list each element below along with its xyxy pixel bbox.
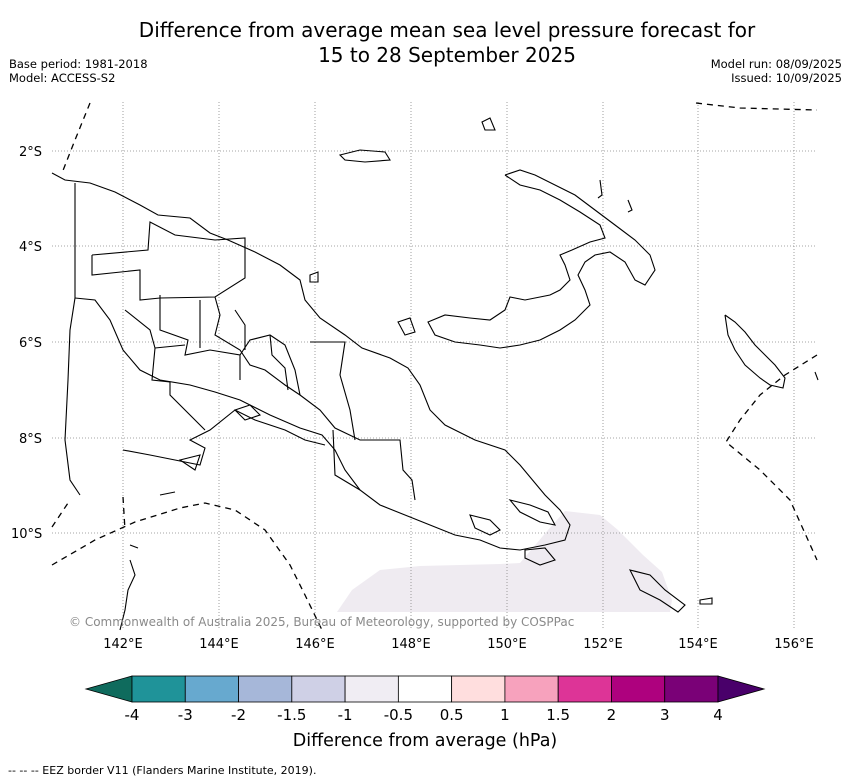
colorbar-segment: [344, 675, 399, 703]
lat-labels: 2°S 4°S 6°S 8°S 10°S: [11, 145, 42, 542]
lon-label-144e: 144°E: [199, 637, 239, 652]
anomaly-region-shading: [337, 511, 672, 612]
colorbar-tick-label: -3: [177, 706, 193, 724]
lon-label-154e: 154°E: [678, 637, 718, 652]
issued-date: Issued: 10/09/2025: [731, 71, 842, 85]
lon-labels: 142°E 144°E 146°E 148°E 150°E 152°E 154°…: [103, 637, 814, 652]
model-info: Base period: 1981-2018 Model: ACCESS-S2: [9, 57, 148, 85]
eez-border: [51, 102, 818, 631]
colorbar-tick-label: 3: [659, 706, 670, 724]
lat-label-2s: 2°S: [19, 145, 42, 160]
colorbar-tick-label: -2: [231, 706, 247, 724]
colorbar-tick-label: -1.5: [277, 706, 307, 724]
lat-label-6s: 6°S: [19, 336, 42, 351]
copyright-notice: © Commonwealth of Australia 2025, Bureau…: [69, 615, 575, 629]
colorbar-segment: [611, 675, 666, 703]
colorbar-tick-label: -0.5: [383, 706, 413, 724]
lon-label-148e: 148°E: [391, 637, 431, 652]
colorbar-segment: [291, 675, 346, 703]
lon-label-150e: 150°E: [487, 637, 527, 652]
colorbar-segment: [557, 675, 612, 703]
colorbar-segment: [504, 675, 559, 703]
run-info: Model run: 08/09/2025 Issued: 10/09/2025: [711, 57, 842, 85]
graticule: [52, 102, 817, 630]
eez-legend-note: -- -- -- EEZ border V11 (Flanders Marine…: [8, 764, 317, 777]
colorbar-segment: [131, 675, 186, 703]
colorbar-tick-label: 2: [606, 706, 617, 724]
title-line-1: Difference from average mean sea level p…: [138, 18, 756, 42]
lon-label-156e: 156°E: [774, 637, 814, 652]
model-run: Model run: 08/09/2025: [710, 57, 842, 71]
lat-label-4s: 4°S: [19, 240, 42, 255]
colorbar-title: Difference from average (hPa): [292, 731, 558, 751]
lon-label-152e: 152°E: [583, 637, 623, 652]
colorbar-arrow-high: [717, 675, 766, 703]
lat-label-10s: 10°S: [11, 527, 42, 542]
colorbar-tick-label: 0.5: [439, 706, 464, 724]
colorbar-segment: [184, 675, 239, 703]
colorbar-segment: [397, 675, 453, 703]
title-line-2: 15 to 28 September 2025: [318, 43, 576, 67]
base-period: Base period: 1981-2018: [9, 57, 148, 71]
map-title: Difference from average mean sea level p…: [0, 18, 850, 68]
colorbar-tick-label: -4: [124, 706, 140, 724]
colorbar-tick-label: 4: [713, 706, 723, 724]
lat-label-8s: 8°S: [19, 432, 42, 447]
colorbar-segment: [451, 675, 506, 703]
colorbar-tick-label: -1: [337, 706, 353, 724]
lon-label-146e: 146°E: [295, 637, 335, 652]
lon-label-142e: 142°E: [103, 637, 143, 652]
colorbar-tick-label: 1: [500, 706, 510, 724]
colorbar: [84, 675, 766, 703]
colorbar-arrow-low: [84, 675, 133, 703]
colorbar-segment: [238, 675, 293, 703]
colorbar-tick-label: 1.5: [546, 706, 571, 724]
model-name: Model: ACCESS-S2: [9, 71, 116, 85]
colorbar-segment: [664, 675, 719, 703]
coastlines: [51, 117, 819, 631]
